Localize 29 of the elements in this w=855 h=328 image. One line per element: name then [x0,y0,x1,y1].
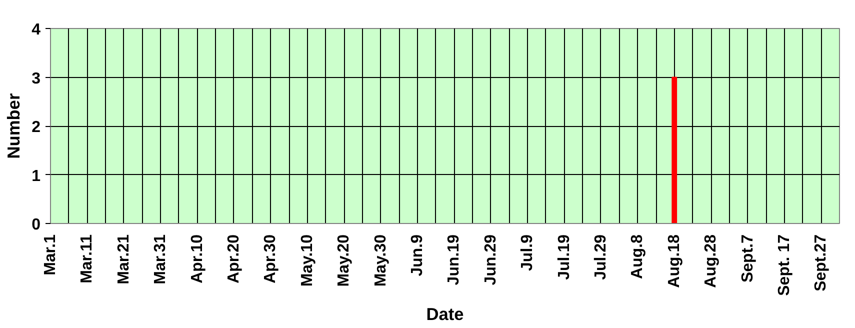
x-tick-label: Aug.18 [666,234,683,288]
x-tick-label: Jul.9 [519,234,536,271]
y-tick-label: 3 [32,70,41,88]
x-tick-label: Apr.30 [262,234,280,284]
y-axis-title: Number [4,93,24,159]
x-tick-label: Apr.20 [225,234,242,284]
x-tick-label: Apr.10 [188,234,206,284]
x-tick-label: Mar.1 [42,234,59,276]
y-tick-label: 1 [32,168,41,185]
x-tick-label: Sept.7 [739,234,756,283]
x-tick-label: Jun.29 [482,234,500,286]
x-tick-label: Aug.8 [629,234,646,279]
x-tick-label: May.10 [298,234,316,287]
x-axis-title: Date [426,304,464,324]
x-tick-label: Jul.29 [592,234,610,280]
x-tick-label: Sept.27 [812,234,830,292]
y-tick-label: 2 [32,119,41,136]
x-tick-label: May.20 [336,234,353,287]
x-tick-label: Mar.11 [78,234,96,284]
x-tick-label: Jul.19 [556,234,573,280]
x-tick-label: Mar.21 [115,234,132,284]
x-tick-label: Jun.19 [446,234,463,286]
x-tick-label: Mar.31 [152,234,170,284]
x-tick-label: Jun.9 [408,234,426,276]
y-tick-label: 0 [32,216,41,234]
x-tick-label: Sept. 17 [776,234,793,296]
y-tick-label: 4 [32,22,41,38]
x-tick-label: Aug.28 [702,234,720,288]
x-tick-label: May.30 [372,234,390,287]
